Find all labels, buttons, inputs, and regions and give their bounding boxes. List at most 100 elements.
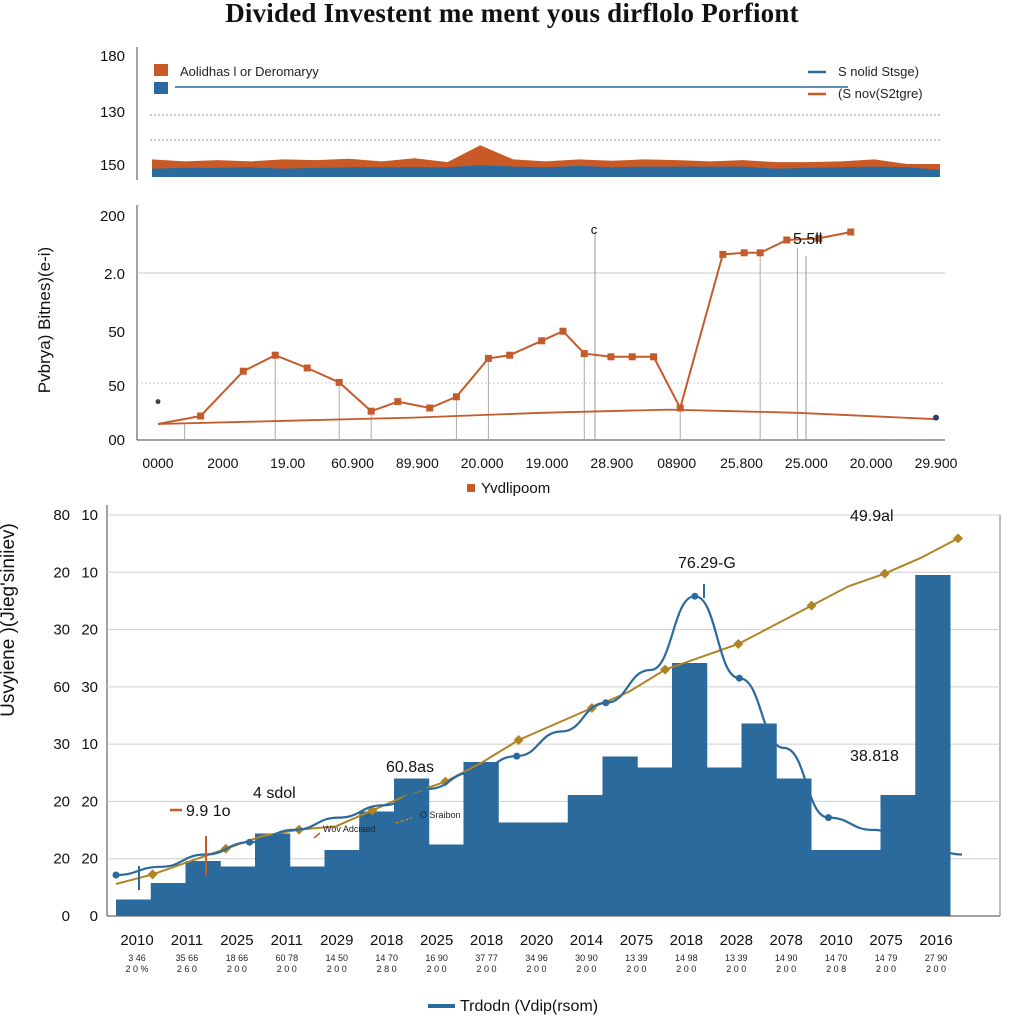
bottom-annotation: 4 sdol [253,785,296,802]
bottom-x-tick: 2075 [869,932,902,949]
bottom-x-tick: 2018 [370,932,403,949]
middle-line-marker [719,250,727,258]
middle-y-tick: 50 [108,324,125,341]
middle-line-marker [538,337,546,345]
bottom-peak-marker [691,592,699,600]
bottom-x-sublabel: 14 79 [875,953,898,963]
bottom-trend-marker [879,568,890,579]
middle-y-tick: 00 [108,432,125,449]
bottom-x-tick: 2018 [470,932,503,949]
bottom-x-sublabel: 13 39 [625,953,648,963]
top-y-tick: 130 [100,104,125,121]
middle-x-tick: 29.900 [915,455,958,471]
middle-line-marker [335,378,343,386]
bottom-x-sublabel: 2 0 0 [576,964,596,974]
bottom-x-sublabel: 2 0 0 [427,964,447,974]
bottom-x-sublabel: 13 39 [725,953,748,963]
bottom-bar [915,575,951,916]
bottom-x-tick: 2078 [770,932,803,949]
bottom-y-tick-outer: 20 [53,564,70,581]
small-legend-label: Wov Adciaed [323,824,375,834]
bottom-y-axis-label: Usvyiene )(Jieg'siniiev) [0,523,19,717]
bottom-bar [150,883,186,916]
bottom-trend-line [115,537,959,885]
middle-x-axis-label: Yvdlipoom [481,480,550,497]
bottom-x-tick: 2014 [570,932,603,949]
bottom-bar [116,899,152,916]
bottom-bar [324,850,360,916]
middle-line-marker [783,236,791,244]
bottom-x-sublabel: 35 66 [176,953,199,963]
bottom-x-tick: 2025 [220,932,253,949]
middle-x-tick: 19.000 [526,455,569,471]
middle-annotation: c [591,222,598,237]
bottom-y-tick-inner: 20 [81,622,98,639]
bottom-x-ticks: 2010 2011 2025 2011 2029 2018 2025 2018 2020 2014… [120,932,952,949]
middle-legend-swatch [467,484,475,492]
middle-line-marker [367,407,375,415]
bottom-x-sublabel: 14 90 [775,953,798,963]
bottom-bar [672,663,708,916]
top-legend-label: Aolidhas l or Deromaryy [180,64,319,79]
middle-line-marker [815,234,823,242]
bottom-x-sublabel: 37 77 [475,953,498,963]
bottom-x-sublabel: 2 0 0 [926,964,946,974]
bottom-annotation: 76.29-G [678,555,736,572]
bottom-y-tick-outer: 0 [62,908,70,925]
top-area-chart: 180 130 150 Aolidhas l or Deromaryy S no… [100,47,940,180]
bottom-bar [811,850,847,916]
bottom-trend-marker [953,533,963,544]
bottom-x-sublabel: 2 0 0 [327,964,347,974]
middle-line-marker [559,327,567,335]
bottom-bars [116,575,951,916]
bottom-x-tick: 2075 [620,932,653,949]
bottom-trend-marker [806,600,817,611]
middle-x-tick: 25.800 [720,455,763,471]
middle-line-main [157,231,851,425]
bottom-bar [289,866,325,916]
bottom-x-sublabel: 2 0 % [125,964,148,974]
bottom-y-tick-outer: 20 [53,851,70,868]
small-legend-swatch [313,832,321,839]
bottom-bar [741,723,777,916]
bottom-annotation: 49.9al [850,508,894,525]
middle-line-baseline [157,408,937,425]
bottom-x-tick: 2011 [171,932,203,949]
middle-annotation: 5.5ll [793,231,822,248]
bottom-bar [880,795,916,916]
bottom-x-axis-label: Trdodn (Vdip(rsom) [460,998,598,1015]
middle-y-tick: 200 [100,208,125,225]
middle-x-tick: 19.00 [270,455,305,471]
middle-line-marker [155,399,161,405]
bottom-x-sublabel: 18 66 [226,953,249,963]
middle-line-marker [607,353,615,361]
bottom-x-sublabel: 2 0 0 [477,964,497,974]
bottom-x-sublabel: 2 0 0 [277,964,297,974]
middle-line-marker [303,364,311,372]
page-title: Divided Investent me ment yous dirflolo … [225,0,799,28]
bottom-x-tick: 2010 [120,932,153,949]
bottom-x-sublabel: 27 90 [925,953,948,963]
bottom-x-sublabel: 2 0 0 [626,964,646,974]
bottom-x-tick: 2028 [720,932,753,949]
middle-line-marker [740,249,748,257]
middle-line-marker [426,404,434,412]
bottom-bar [567,795,603,916]
middle-x-tick: 25.000 [785,455,828,471]
middle-y-tick: 2.0 [104,266,125,283]
bottom-annotation: 60.8as [386,759,434,776]
middle-x-tick: 08900 [657,455,696,471]
bottom-y-tick-inner: 0 [90,908,98,925]
bottom-x-sublabel: 30 90 [575,953,598,963]
bottom-x-sublabel: 2 0 0 [227,964,247,974]
bottom-x-sublabel: 14 50 [325,953,348,963]
middle-x-ticks: 0000 2000 19.00 60.900 89.900 20.000 19.000 28.… [142,455,957,471]
bottom-bar [637,767,673,916]
bottom-trend-marker [147,869,158,880]
middle-line-marker [933,414,939,421]
top-legend-swatch-orange [154,64,168,76]
bottom-x-sublabel: 16 90 [425,953,448,963]
bottom-annotation: 38.818 [850,748,899,765]
top-legend-right-label-blue: S nolid Stsge) [838,64,919,79]
